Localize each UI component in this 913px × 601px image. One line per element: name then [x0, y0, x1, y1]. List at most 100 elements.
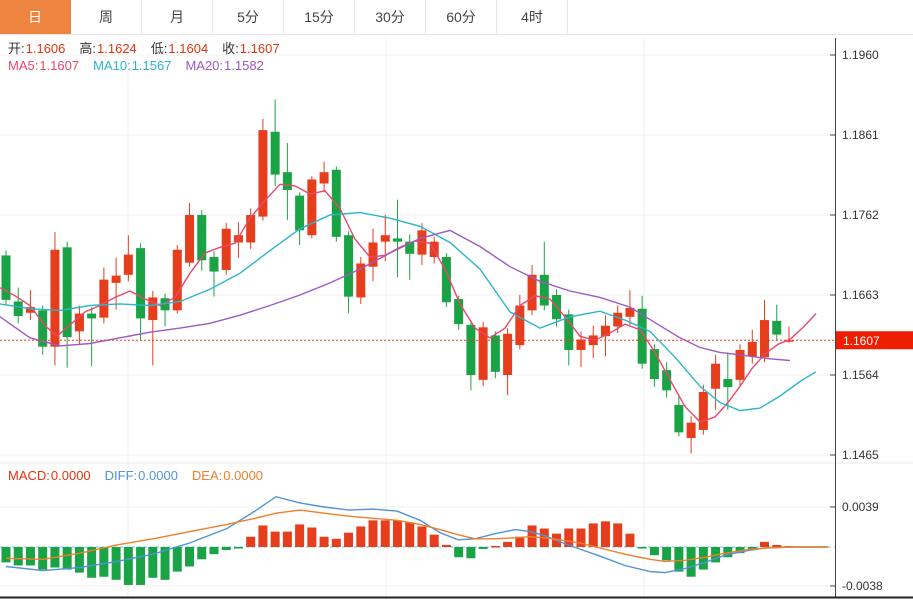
candle-body	[662, 370, 672, 391]
macd-bar	[1, 547, 11, 563]
macd-panel	[0, 495, 835, 585]
candle-body	[454, 299, 464, 325]
candle-body	[392, 238, 402, 242]
legend-ma10-value: 1.1567	[131, 58, 172, 73]
macd-bar	[258, 525, 268, 547]
candle-body	[282, 172, 292, 190]
candle-body	[74, 313, 84, 332]
macd-bar	[62, 547, 72, 570]
macd-bar	[123, 547, 133, 585]
candle-body	[1, 255, 11, 300]
macd-bar	[613, 523, 623, 547]
candle-body	[87, 313, 97, 319]
macd-bar	[25, 547, 35, 566]
macd-bar	[13, 547, 23, 566]
candle-body	[637, 308, 647, 364]
legend-low-label: 低:	[150, 41, 168, 56]
candle-body	[246, 215, 256, 243]
macd-bar	[319, 536, 329, 547]
candle-body	[613, 312, 623, 327]
macd-bar	[649, 547, 659, 556]
candle-body	[576, 339, 586, 350]
candle-body	[539, 274, 549, 306]
macd-bar	[368, 520, 378, 547]
macd-bar	[380, 520, 390, 547]
macd-bar	[197, 547, 207, 560]
candle-body	[148, 297, 158, 321]
candle-body	[13, 301, 23, 317]
legend-close-label: 收:	[222, 41, 239, 56]
candle-body	[380, 235, 390, 242]
ma-legend: MA5:1.1607 MA10:1.1567 MA20:1.1582	[8, 58, 278, 74]
macd-bar	[99, 547, 109, 577]
interval-tabbar: 日周月 5分 15分 30分 60分 4时	[0, 0, 913, 35]
tab-day[interactable]: 日	[0, 0, 71, 34]
tab-15min[interactable]: 15分	[284, 0, 355, 34]
macd-bar	[576, 528, 586, 547]
candle-body	[307, 179, 317, 236]
macd-tick-label: 0.0039	[842, 500, 879, 514]
price-tick-label: 1.1960	[842, 48, 879, 62]
macd-bar	[515, 536, 525, 547]
candle-body	[735, 349, 745, 380]
macd-bar	[344, 532, 354, 547]
legend-macd-label: MACD:	[8, 468, 50, 483]
macd-bar	[246, 536, 256, 547]
candle-body	[723, 379, 733, 388]
macd-bar	[111, 547, 121, 580]
candle-body	[649, 349, 659, 380]
macd-bar	[747, 547, 757, 550]
macd-bar	[74, 547, 84, 573]
price-tick-label: 1.1762	[842, 208, 879, 222]
tab-30min[interactable]: 30分	[355, 0, 426, 34]
macd-bar	[760, 541, 770, 547]
price-tick-label: 1.1465	[842, 448, 879, 462]
macd-bar	[429, 534, 439, 547]
macd-bar	[466, 547, 476, 559]
macd-bar	[441, 544, 451, 547]
legend-macd-value: 0.0000	[50, 468, 91, 483]
candle-body	[686, 422, 696, 439]
tab-60min[interactable]: 60分	[426, 0, 497, 34]
macd-bar	[417, 526, 427, 547]
tab-week[interactable]: 周	[71, 0, 142, 34]
macd-bar	[356, 526, 366, 547]
candle-body	[356, 263, 366, 298]
legend-dea-label: DEA:	[191, 468, 223, 483]
ma10-line	[0, 211, 817, 412]
tab-month[interactable]: 月	[142, 0, 213, 34]
macd-bar	[331, 538, 341, 547]
candle-body	[747, 341, 757, 357]
tab-4hour[interactable]: 4时	[497, 0, 568, 34]
macd-bar	[564, 528, 574, 547]
legend-high-label: 高:	[79, 41, 97, 56]
legend-ma20-label: MA20:	[185, 58, 224, 73]
legend-ma5-value: 1.1607	[39, 58, 80, 73]
price-tick-label: 1.1861	[842, 128, 879, 142]
macd-bar	[148, 547, 158, 578]
candle-body	[197, 215, 207, 261]
candle-body	[478, 327, 488, 380]
candle-body	[625, 307, 635, 317]
candle-body	[99, 279, 109, 318]
macd-bar	[503, 541, 513, 547]
macd-bar	[185, 547, 195, 567]
macd-bar	[698, 547, 708, 570]
legend-low-value: 1.1604	[168, 41, 209, 56]
price-tick-label: 1.1564	[842, 368, 879, 382]
candle-body	[760, 320, 770, 358]
tab-5min[interactable]: 5分	[213, 0, 284, 34]
ohlc-legend: 开:1.1606 高:1.1624 低:1.1604 收:1.1607	[8, 41, 294, 57]
macd-bar	[392, 520, 402, 547]
candle-body	[466, 324, 476, 375]
macd-bar	[282, 531, 292, 547]
macd-tick-label: -0.0038	[842, 579, 883, 593]
candles-layer	[1, 99, 794, 454]
macd-bar	[172, 547, 182, 572]
price-axis: 1.1960 1.1861 1.1762 1.1663 1.1564 1.1465 0.00…	[0, 38, 913, 599]
candle-body	[698, 391, 708, 430]
legend-open-value: 1.1606	[25, 41, 66, 56]
candle-body	[295, 195, 305, 231]
